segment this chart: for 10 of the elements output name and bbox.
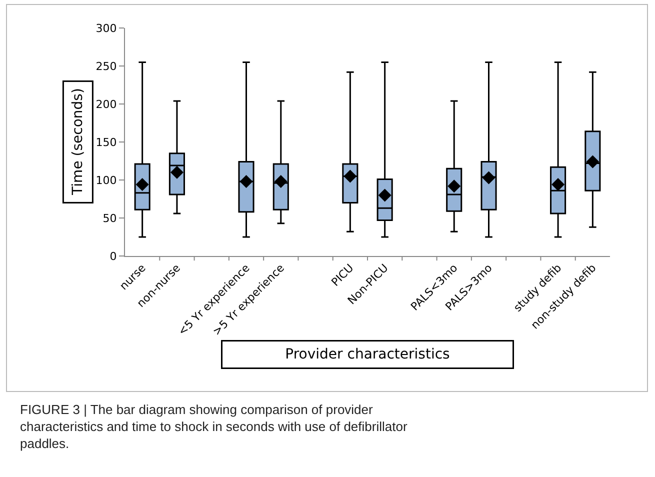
y-tick-label: 100 (96, 174, 117, 187)
y-axis-title: Time (seconds) (70, 88, 86, 196)
y-tick-label: 150 (96, 136, 117, 149)
y-tick-label: 0 (110, 250, 117, 263)
y-tick-label: 300 (96, 22, 117, 35)
x-axis-title: Provider characteristics (285, 346, 450, 362)
y-tick-label: 200 (96, 98, 117, 111)
y-tick-label: 250 (96, 60, 117, 73)
caption: FIGURE 3 | The bar diagram showing comparison of provider characteristics and time to shock in seconds with use of defibrillator paddles. (20, 402, 408, 451)
y-tick-label: 50 (102, 212, 117, 225)
